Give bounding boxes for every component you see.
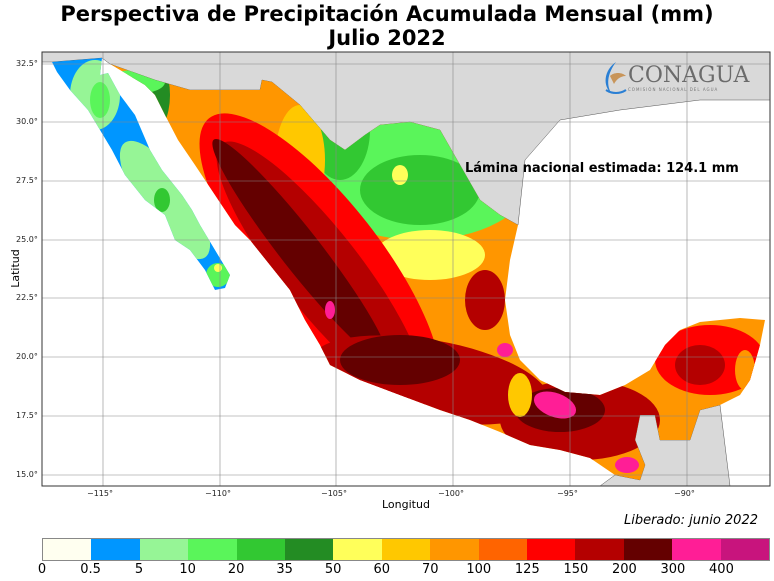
colorbar-swatch: [91, 539, 140, 560]
colorbar-swatch: [188, 539, 237, 560]
x-tick: −100°: [438, 489, 464, 498]
national-estimate: Lámina nacional estimada: 124.1 mm: [465, 161, 739, 176]
colorbar-label: 5: [134, 562, 144, 577]
colorbar-label: 100: [466, 562, 492, 577]
x-tick: −90°: [674, 489, 695, 498]
y-tick: 17.5°: [16, 411, 38, 420]
gridlines: [42, 52, 770, 486]
colorbar-label: 200: [611, 562, 637, 577]
colorbar-label: 70: [421, 562, 439, 577]
y-tick: 27.5°: [16, 176, 38, 185]
colorbar-label: 50: [324, 562, 342, 577]
colorbar-label: 400: [709, 562, 734, 577]
colorbar-swatch: [285, 539, 334, 560]
colorbar: [42, 538, 770, 561]
colorbar-swatch: [381, 539, 431, 560]
x-axis-label: Longitud: [382, 498, 430, 511]
logo-name: CONAGUA: [628, 62, 750, 88]
y-tick: 22.5°: [16, 293, 38, 302]
colorbar-label: 35: [276, 562, 293, 577]
colorbar-swatch: [672, 539, 721, 560]
colorbar-swatch: [236, 539, 286, 560]
colorbar-label: 150: [563, 562, 589, 577]
y-axis-label: Latitud: [8, 249, 22, 288]
colorbar-label: 20: [227, 562, 245, 577]
conagua-emblem-icon: [605, 62, 627, 94]
colorbar-label: 0: [37, 562, 47, 577]
colorbar-swatch: [139, 539, 189, 560]
map-subtitle: Julio 2022: [328, 26, 446, 50]
colorbar-swatch: [623, 539, 673, 560]
logo-subtitle: COMISIÓN NACIONAL DEL AGUA: [628, 86, 719, 92]
colorbar-label: 300: [660, 562, 686, 577]
colorbar-swatch: [720, 539, 770, 560]
release-date: Liberado: junio 2022: [623, 513, 758, 528]
colorbar-swatch: [333, 539, 382, 560]
y-tick: 32.5°: [16, 59, 38, 68]
colorbar-swatch: [527, 539, 576, 560]
colorbar-label: 10: [179, 562, 196, 577]
colorbar-label: 60: [373, 562, 390, 577]
y-tick: 15.0°: [16, 470, 38, 479]
colorbar-swatch: [478, 539, 528, 560]
colorbar-swatch: [43, 539, 92, 560]
conagua-logo: CONAGUA COMISIÓN NACIONAL DEL AGUA: [598, 60, 749, 96]
x-tick: −110°: [205, 489, 231, 498]
colorbar-label: 125: [514, 562, 540, 577]
y-tick: 30.0°: [16, 117, 38, 126]
colorbar-swatch: [575, 539, 624, 560]
colorbar-swatch: [430, 539, 479, 560]
map-title: Perspectiva de Precipitación Acumulada M…: [60, 2, 714, 26]
colorbar-label: 0.5: [80, 562, 101, 577]
x-tick: −105°: [321, 489, 347, 498]
x-tick: −95°: [557, 489, 578, 498]
y-tick: 20.0°: [16, 352, 38, 361]
x-tick: −115°: [87, 489, 113, 498]
plot-frame: [41, 51, 771, 487]
y-tick: 25.0°: [16, 235, 38, 244]
